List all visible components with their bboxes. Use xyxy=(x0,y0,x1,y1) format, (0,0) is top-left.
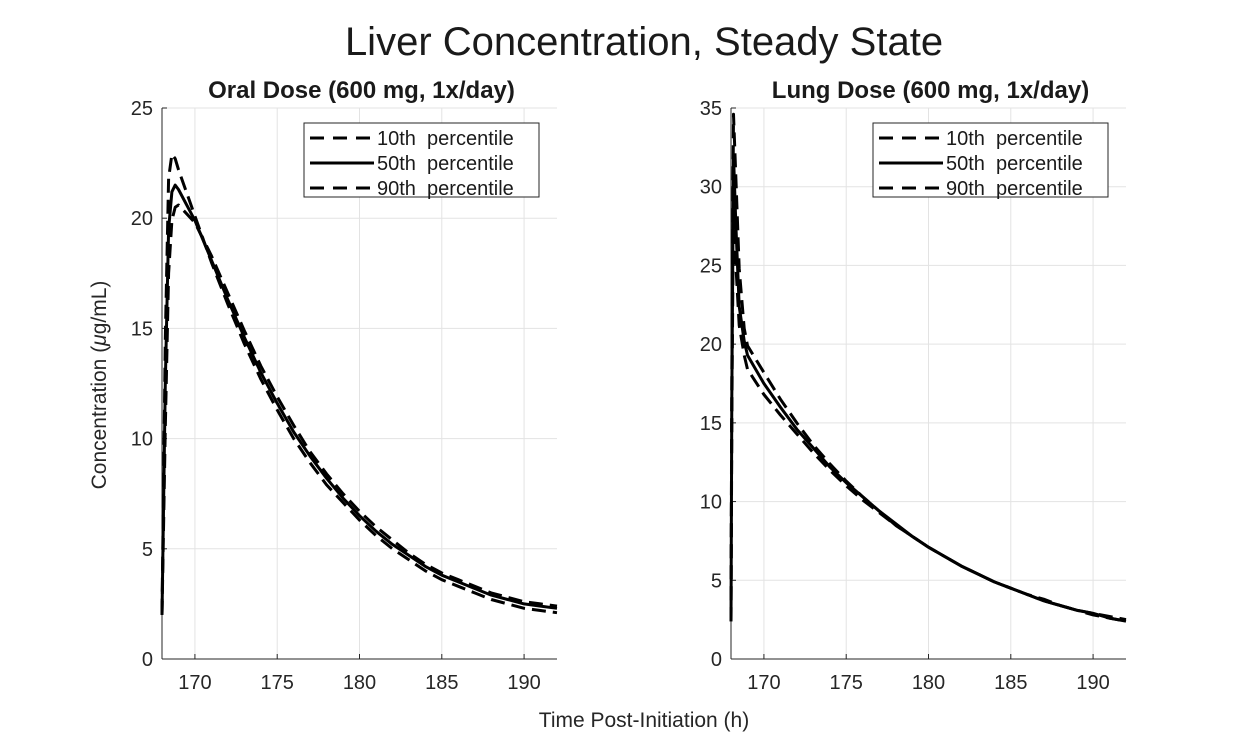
lung-x-tick-label: 190 xyxy=(1076,672,1109,694)
y-axis-label-suffix: g/mL) xyxy=(88,281,111,335)
lung-y-tick-label: 10 xyxy=(700,492,722,514)
lung-series-3-line xyxy=(729,193,1127,623)
oral-x-tick-label: 175 xyxy=(261,672,294,694)
oral-legend-label-1: 10th percentile xyxy=(377,128,514,150)
oral-y-tick-label: 15 xyxy=(131,318,153,340)
oral-x-tick-label: 170 xyxy=(178,672,211,694)
lung-y-tick-label: 35 xyxy=(700,98,722,120)
lung-x-tick-label: 180 xyxy=(912,672,945,694)
oral-x-tick-label: 180 xyxy=(343,672,376,694)
lung-y-tick-label: 5 xyxy=(711,570,722,592)
oral-legend: 10th percentile 50th percentile 90th perce… xyxy=(303,122,540,200)
lung-legend: 10th percentile 50th percentile 90th perce… xyxy=(872,122,1109,200)
lung-y-tick-label: 20 xyxy=(700,334,722,356)
oral-y-tick-label: 0 xyxy=(142,649,153,671)
lung-panel-title: Lung Dose (600 mg, 1x/day) xyxy=(772,77,1089,104)
oral-legend-label-3: 90th percentile xyxy=(377,178,514,200)
oral-x-tick-label: 185 xyxy=(425,672,458,694)
lung-x-tick-label: 185 xyxy=(994,672,1027,694)
lung-x-tick-label: 170 xyxy=(747,672,780,694)
oral-y-tick-label: 25 xyxy=(131,98,153,120)
oral-y-tick-label: 20 xyxy=(131,208,153,230)
oral-legend-box xyxy=(303,122,540,198)
y-axis-label-prefix: Concentration ( xyxy=(88,346,111,490)
lung-y-tick-label: 15 xyxy=(700,413,722,435)
oral-y-tick-label: 10 xyxy=(131,429,153,451)
lung-legend-label-3: 90th percentile xyxy=(946,178,1083,200)
oral-y-tick-label: 5 xyxy=(142,539,153,561)
oral-series-2-line xyxy=(160,183,558,615)
x-axis-label: Time Post-Initiation (h) xyxy=(539,709,749,732)
oral-series-1-line xyxy=(160,152,558,615)
lung-legend-box xyxy=(872,122,1109,198)
oral-dose-panel: 170 175 180 185 190 0 5 10 15 20 25 Oral Dose (600 … xyxy=(131,77,558,694)
oral-x-tick-label: 190 xyxy=(507,672,540,694)
lung-y-tick-label: 30 xyxy=(700,177,722,199)
oral-panel-title: Oral Dose (600 mg, 1x/day) xyxy=(208,77,515,104)
lung-y-tick-label: 25 xyxy=(700,255,722,277)
lung-legend-label-2: 50th percentile xyxy=(946,153,1083,175)
y-axis-label-mu: μ xyxy=(88,334,111,347)
lung-dose-panel: 170 175 180 185 190 0 5 10 15 20 25 30 35 Lung Dose (… xyxy=(700,77,1127,694)
lung-x-tick-label: 175 xyxy=(830,672,863,694)
oral-series-3-line xyxy=(160,203,558,615)
y-axis-label: Concentration (μg/mL) xyxy=(88,281,111,490)
oral-legend-label-2: 50th percentile xyxy=(377,153,514,175)
lung-legend-label-1: 10th percentile xyxy=(946,128,1083,150)
figure-title: Liver Concentration, Steady State xyxy=(345,20,943,64)
lung-y-tick-label: 0 xyxy=(711,649,722,671)
